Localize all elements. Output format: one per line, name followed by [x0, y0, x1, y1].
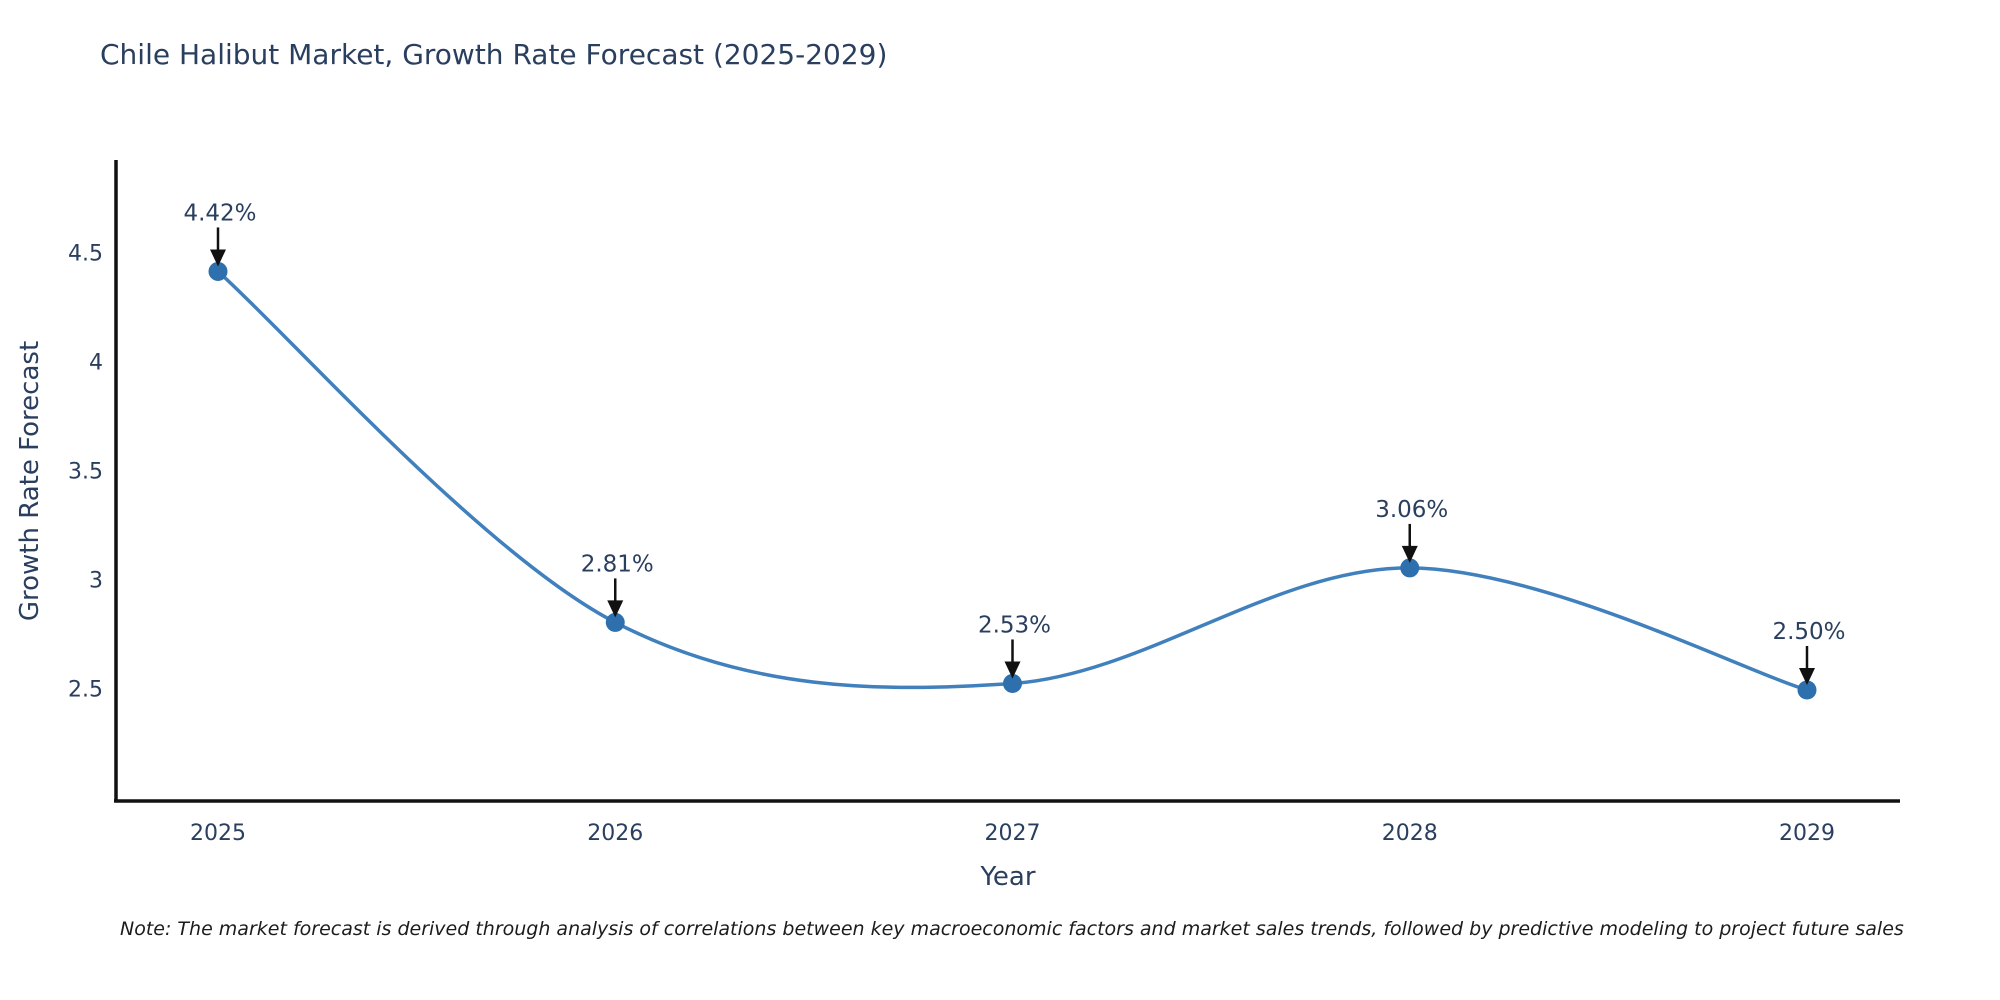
data-point-marker-2027	[1003, 673, 1022, 693]
y-tick-label: 3.5	[68, 460, 103, 485]
data-point-marker-2029	[1797, 680, 1817, 700]
y-tick-label: 4	[89, 351, 103, 376]
data-point-marker-2028	[1400, 558, 1420, 578]
annotation-label: 4.42%	[183, 200, 256, 226]
annotation-arrow-head	[607, 600, 624, 618]
x-tick-label: 2028	[1382, 821, 1438, 846]
chart-title: Chile Halibut Market, Growth Rate Foreca…	[100, 38, 888, 71]
annotation-arrow-head	[1799, 668, 1815, 685]
trend-line	[216, 269, 1809, 692]
y-tick-label: 4.5	[68, 242, 103, 267]
annotation-label: 2.53%	[978, 612, 1051, 638]
data-point-marker-2026	[605, 612, 625, 632]
x-tick-label: 2026	[587, 821, 643, 846]
x-tick-label: 2027	[985, 821, 1041, 846]
annotation-label: 2.81%	[581, 551, 654, 577]
x-axis-title: Year	[980, 862, 1036, 892]
data-point-marker-2025	[208, 261, 228, 281]
y-tick-label: 3	[89, 569, 103, 594]
y-axis-title: Growth Rate Forecast	[15, 340, 45, 622]
annotation-label: 2.50%	[1772, 619, 1845, 645]
annotation-arrow-head	[210, 249, 226, 267]
annotation-arrow-head	[1004, 661, 1021, 679]
annotation-label: 3.06%	[1375, 497, 1448, 523]
y-tick-label: 2.5	[68, 678, 103, 703]
annotation-arrow-head	[1401, 545, 1418, 563]
footnote: Note: The market forecast is derived thr…	[120, 918, 1904, 940]
x-tick-label: 2029	[1779, 821, 1835, 846]
x-tick-label: 2025	[190, 821, 246, 846]
